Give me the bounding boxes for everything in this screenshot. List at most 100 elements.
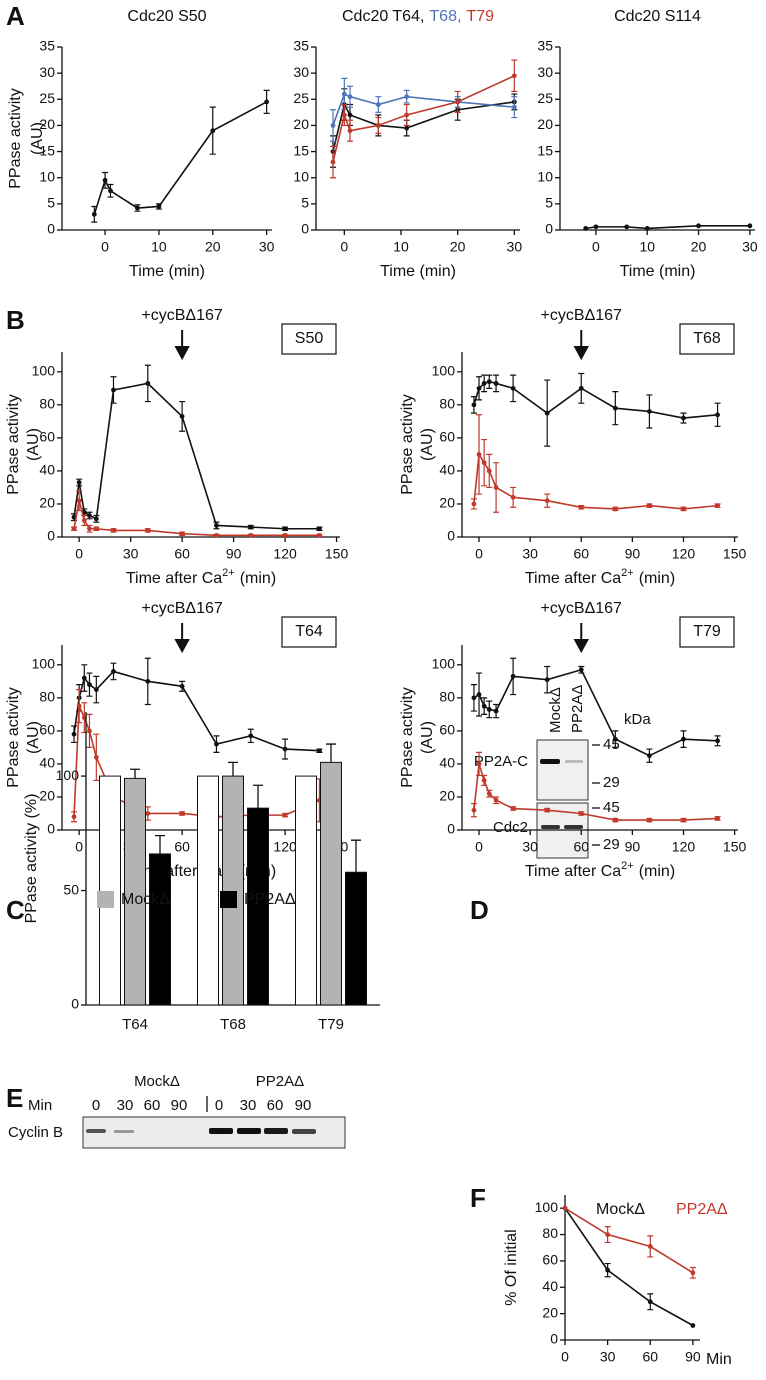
data-point [264,99,270,105]
data-point [317,748,322,754]
legend-swatch [220,891,237,908]
data-point [486,468,492,474]
band [541,825,560,829]
data-point [624,224,630,230]
y-axis-label: PPase activity [399,394,416,494]
x-label-part: 2+ [621,567,634,579]
data-point [375,123,381,128]
x-tick-label: 0 [475,839,483,855]
y-tick-label: 80 [39,689,55,705]
label-text: S50 [295,330,324,347]
time-tick: 90 [171,1097,188,1114]
x-tick-label: 30 [742,239,758,255]
x-tick-label: 60 [174,839,190,855]
data-point [317,532,322,538]
y-tick-label: 50 [63,881,79,897]
y-tick-label: 25 [39,90,55,106]
data-point [715,816,720,821]
y-axis-label: (AU) [25,721,42,754]
x-tick-label: 60 [642,1349,658,1365]
x-axis-label: Min [706,1351,732,1368]
data-point [330,123,336,128]
data-point [681,817,686,823]
y-tick-label: 40 [439,755,455,771]
data-point [562,1205,568,1211]
data-point [404,125,410,131]
y-tick-label: 20 [293,116,309,132]
band [114,1130,134,1133]
data-point [108,188,113,194]
data-point [681,506,686,512]
y-tick-label: 40 [39,755,55,771]
data-point [145,678,151,684]
data-point [544,807,550,813]
y-tick-label: 5 [301,195,309,211]
data-point [87,513,92,518]
series-line [473,668,718,757]
data-point [481,703,487,709]
data-point [404,112,410,118]
marker-label: 45 [603,799,620,816]
band [540,759,560,764]
x-label-part: 2+ [222,567,235,579]
row-label: PP2A-C [474,753,528,770]
x-label-part: Time after Ca [525,570,621,587]
panel-letter: D [470,895,489,925]
band [237,1128,261,1134]
y-axis-label: (AU) [419,721,436,754]
data-point [214,741,219,747]
x-tick-label: 0 [340,239,348,255]
x-tick-label: 0 [561,1349,569,1365]
data-point [715,412,720,418]
data-point [93,516,99,522]
x-tick-label: 90 [685,1349,701,1365]
x-tick-label: 30 [123,546,139,562]
annotation: +cycBΔ167 [541,600,623,617]
data-point [93,526,99,532]
time-tick: 90 [295,1097,312,1114]
data-point [111,669,116,674]
data-point [612,506,618,512]
x-label-part: 2+ [621,860,634,872]
marker-label: 29 [603,774,620,791]
x-tick-label: 30 [507,239,523,255]
y-axis-label: % Of initial [503,1229,520,1305]
data-point [486,707,492,712]
data-point [715,738,720,744]
data-point [690,1270,696,1276]
data-point [510,494,516,500]
data-point [210,128,216,134]
y-tick-label: 80 [439,396,455,412]
panel-letter: B [6,305,25,335]
y-tick-label: 80 [439,689,455,705]
data-point [330,159,336,165]
group-label: MockΔ [134,1073,180,1090]
data-point [681,415,686,421]
y-tick-label: 60 [39,429,55,445]
data-point [696,223,701,229]
data-point [179,811,185,816]
bar [222,775,244,1006]
data-point [111,387,116,393]
data-point [145,380,151,386]
label-box [679,616,735,648]
x-tick-label: 90 [625,546,641,562]
x-label-part: (min) [240,570,276,587]
chart-title: Cdc20 S50 [127,8,206,25]
unit-label: kDa [624,711,651,728]
x-tick-label: 20 [450,239,466,255]
data-point [647,817,652,823]
x-label-part: Time after Ca [126,570,222,587]
title-part: T68, [429,8,461,25]
data-point [404,94,410,100]
y-tick-label: 20 [39,788,55,804]
x-tick-label: T68 [220,1016,246,1033]
annotation: +cycBΔ167 [141,307,223,324]
data-point [471,402,477,408]
title-part: T79 [466,8,494,25]
x-axis-label: Time after Ca2+ (min) [126,567,276,587]
data-point [91,211,97,217]
x-tick-label: 20 [205,239,221,255]
data-point [486,791,492,797]
data-point [612,405,618,411]
